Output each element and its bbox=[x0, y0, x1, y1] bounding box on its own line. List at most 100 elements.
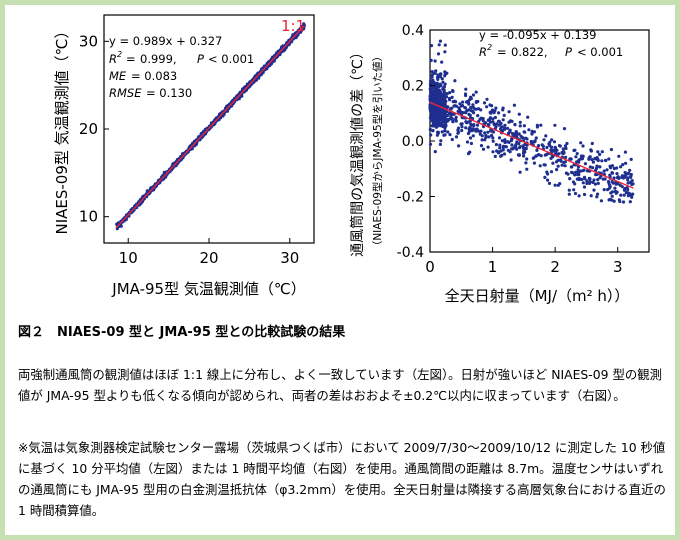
right-data-point bbox=[443, 82, 447, 86]
right-data-point bbox=[520, 135, 524, 139]
right-data-point bbox=[602, 169, 606, 173]
right-data-point bbox=[443, 43, 447, 47]
right-data-point bbox=[535, 148, 539, 152]
right-data-point bbox=[595, 195, 599, 199]
right-data-point bbox=[482, 101, 487, 105]
right-data-point bbox=[432, 80, 436, 85]
right-data-point bbox=[443, 74, 447, 78]
right-data-point bbox=[610, 190, 615, 194]
right-data-point bbox=[621, 163, 625, 167]
right-data-point bbox=[607, 157, 611, 161]
right-data-point bbox=[547, 181, 552, 185]
right-data-point bbox=[472, 111, 476, 115]
right-r2-eq: = bbox=[497, 45, 507, 59]
right-data-point bbox=[535, 125, 540, 129]
right-data-point bbox=[469, 105, 473, 110]
right-data-point bbox=[623, 150, 628, 154]
right-data-point bbox=[509, 158, 513, 162]
right-data-point bbox=[523, 130, 527, 134]
right-data-point bbox=[429, 111, 433, 115]
right-data-point bbox=[436, 77, 440, 81]
right-data-point bbox=[579, 141, 583, 145]
right-data-point bbox=[554, 149, 558, 153]
right-data-point bbox=[471, 134, 475, 138]
right-data-point bbox=[521, 151, 526, 155]
right-data-point bbox=[576, 177, 580, 181]
right-data-point bbox=[626, 194, 631, 198]
right-data-point bbox=[491, 150, 495, 154]
right-points-group bbox=[428, 39, 635, 204]
right-data-point bbox=[450, 106, 454, 110]
left-me-label: ME bbox=[109, 69, 127, 83]
right-data-point bbox=[553, 123, 557, 127]
right-data-point bbox=[620, 185, 624, 189]
right-data-point bbox=[474, 129, 478, 133]
right-data-point bbox=[451, 89, 455, 93]
right-data-point bbox=[588, 155, 592, 159]
right-data-point bbox=[574, 170, 578, 174]
right-data-point bbox=[458, 102, 462, 106]
right-data-point bbox=[581, 181, 585, 185]
right-data-point bbox=[447, 96, 451, 101]
right-data-point bbox=[524, 136, 528, 140]
right-data-point bbox=[602, 188, 606, 192]
right-data-point bbox=[428, 99, 432, 103]
right-data-point bbox=[443, 102, 447, 106]
right-y-axis-label: 通風筒間の気温観測値の差（℃） bbox=[349, 45, 366, 257]
right-data-point bbox=[573, 182, 577, 186]
right-data-point bbox=[593, 182, 598, 186]
right-data-point bbox=[563, 164, 567, 168]
right-data-point bbox=[543, 163, 547, 167]
right-data-point bbox=[589, 149, 594, 153]
right-data-point bbox=[596, 157, 600, 161]
right-data-point bbox=[503, 140, 507, 145]
right-data-point bbox=[562, 127, 567, 131]
right-data-point bbox=[615, 176, 620, 180]
right-data-point bbox=[437, 118, 441, 122]
right-data-point bbox=[600, 159, 604, 163]
right-data-point bbox=[433, 121, 437, 125]
right-data-point bbox=[433, 59, 437, 63]
right-data-point bbox=[491, 120, 495, 124]
right-data-point bbox=[503, 138, 507, 142]
right-data-point bbox=[561, 152, 565, 156]
right-data-point bbox=[453, 79, 457, 83]
right-data-point bbox=[626, 178, 630, 182]
right-data-point bbox=[598, 165, 602, 169]
right-data-point bbox=[544, 134, 548, 138]
right-data-point bbox=[591, 160, 596, 164]
right-data-point bbox=[497, 136, 502, 140]
right-data-point bbox=[605, 168, 609, 172]
right-data-point bbox=[534, 136, 538, 140]
right-y-tick-label: -0.2 bbox=[397, 190, 424, 206]
right-data-point bbox=[536, 144, 541, 148]
right-data-point bbox=[547, 142, 551, 146]
right-data-point bbox=[594, 173, 598, 177]
right-data-point bbox=[503, 123, 507, 127]
right-data-point bbox=[607, 186, 612, 190]
right-data-point bbox=[479, 144, 484, 148]
right-data-point bbox=[472, 124, 476, 128]
right-data-point bbox=[471, 127, 475, 131]
left-y-tick-label: 20 bbox=[79, 120, 98, 138]
right-data-point bbox=[428, 127, 432, 132]
right-data-point bbox=[567, 188, 571, 192]
right-data-point bbox=[555, 168, 559, 172]
right-data-point bbox=[518, 170, 522, 174]
right-data-point bbox=[504, 145, 508, 149]
right-data-point bbox=[437, 115, 441, 119]
right-data-point bbox=[546, 178, 550, 182]
right-data-point bbox=[439, 139, 443, 143]
right-data-point bbox=[512, 132, 516, 136]
right-data-point bbox=[468, 136, 473, 140]
left-rmse-value: = 0.130 bbox=[146, 86, 192, 100]
right-data-point bbox=[494, 143, 498, 147]
right-data-point bbox=[439, 83, 443, 87]
right-data-point bbox=[591, 180, 595, 184]
right-data-point bbox=[583, 162, 588, 166]
right-data-point bbox=[437, 43, 441, 47]
right-data-point bbox=[448, 91, 452, 95]
right-data-point bbox=[539, 154, 543, 158]
right-data-point bbox=[429, 44, 434, 48]
